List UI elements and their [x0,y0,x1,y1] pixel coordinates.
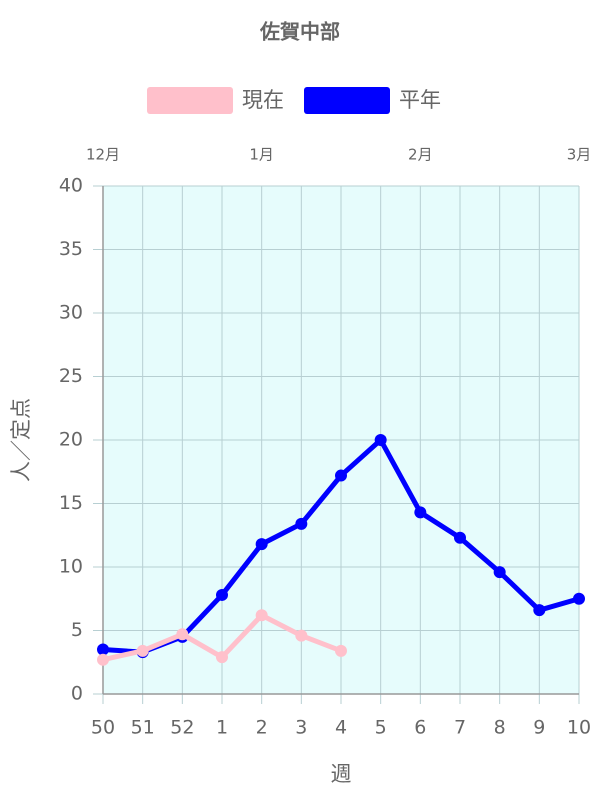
x-tick-label: 5 [375,717,387,739]
data-point [335,644,347,657]
data-point [414,506,427,519]
legend-swatch [304,87,390,114]
data-point [493,566,506,579]
y-tick-label: 20 [59,429,83,451]
data-point [136,644,149,657]
legend-swatch [147,87,233,114]
x-axis-title: 週 [331,762,352,786]
x-tick-label: 50 [91,717,115,739]
y-tick-label: 15 [59,492,83,514]
data-point [374,434,387,446]
legend-label: 現在 [242,88,284,112]
data-point [97,643,109,656]
x-tick-label: 9 [533,717,545,739]
chart-title: 佐賀中部 [259,20,340,44]
y-tick-label: 25 [59,365,83,387]
y-tick-label: 5 [71,619,83,641]
legend-label: 平年 [399,88,441,112]
x-tick-label: 51 [131,717,155,739]
data-point [295,629,308,642]
y-tick-label: 40 [59,175,83,197]
data-point [176,628,189,641]
y-axis-title: 人／定点 [9,398,33,482]
data-point [533,604,546,617]
x-tick-label: 6 [414,717,426,739]
data-point [255,609,268,622]
data-point [454,531,466,544]
x-tick-label: 10 [567,717,591,739]
y-tick-label: 30 [59,302,83,324]
x-tick-label: 3 [295,717,307,739]
data-point [216,651,228,664]
data-point [573,592,585,605]
data-point [335,469,347,482]
x2-tick-label: 2月 [408,146,433,164]
legend: 現在 平年 [147,87,441,114]
data-point [97,653,109,666]
x2-tick-label: 12月 [86,146,120,164]
data-point [295,517,308,530]
x2-tick-label: 1月 [249,146,274,164]
data-point [255,538,268,551]
x-tick-label: 1 [216,717,228,739]
y-tick-label: 10 [59,556,83,578]
y-tick-label: 35 [59,238,83,260]
x-tick-label: 2 [256,717,268,739]
x-tick-label: 52 [170,717,194,739]
x-tick-label: 7 [454,717,466,739]
data-point [216,588,228,601]
x-tick-label: 4 [335,717,347,739]
x-tick-label: 8 [494,717,506,739]
x2-tick-label: 3月 [567,146,592,164]
y-tick-label: 0 [71,683,83,705]
